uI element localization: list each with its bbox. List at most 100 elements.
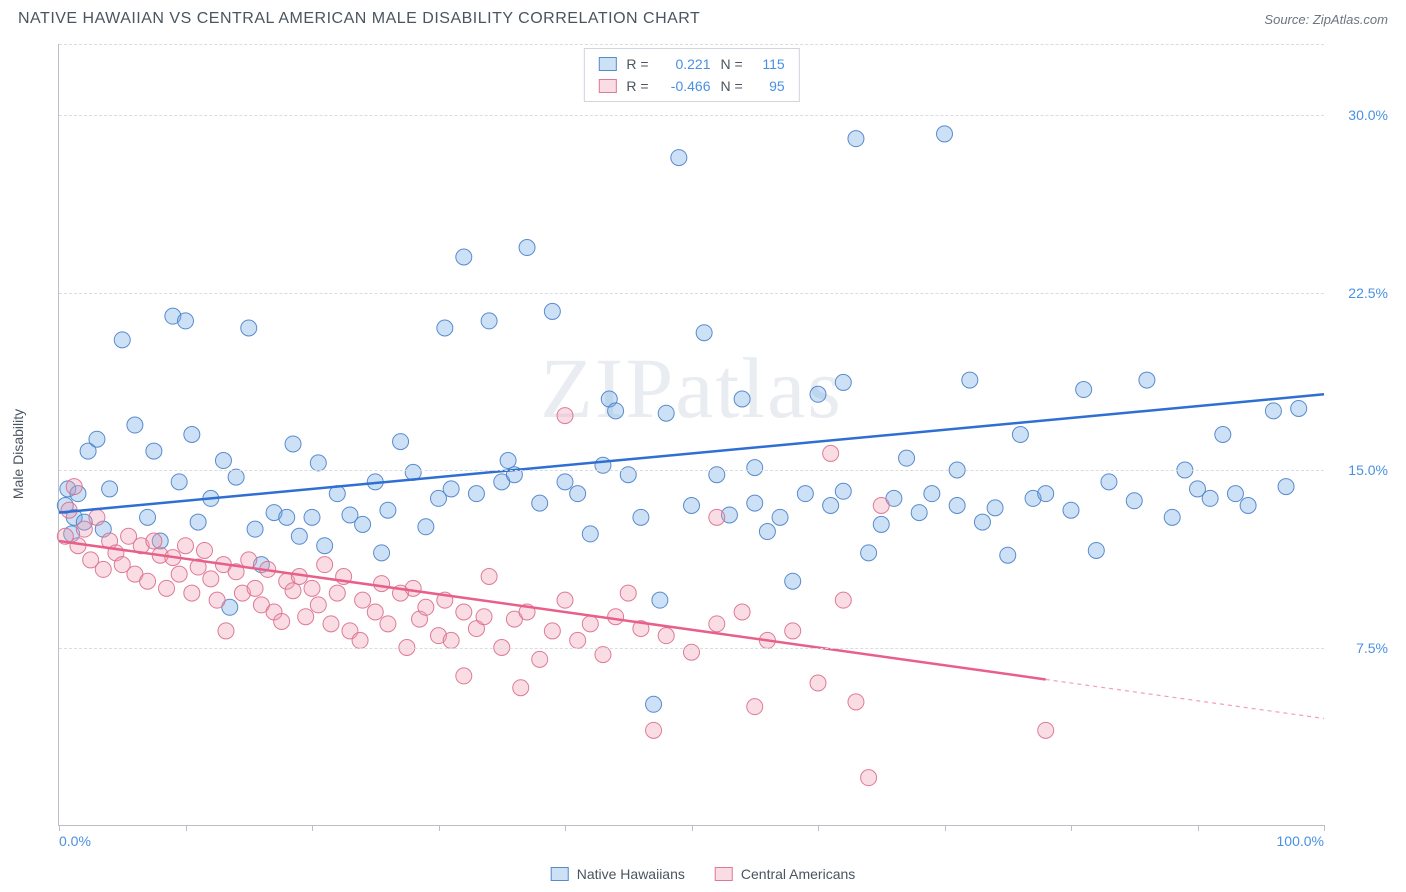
data-point <box>228 469 244 485</box>
data-point <box>797 486 813 502</box>
data-point <box>785 573 801 589</box>
data-point <box>557 474 573 490</box>
data-point <box>557 592 573 608</box>
data-point <box>1278 479 1294 495</box>
data-point <box>291 528 307 544</box>
data-point <box>1012 427 1028 443</box>
data-point <box>352 632 368 648</box>
data-point <box>1088 542 1104 558</box>
data-point <box>418 519 434 535</box>
bottom-legend: Native Hawaiians Central Americans <box>551 866 856 882</box>
data-point <box>456 668 472 684</box>
data-point <box>1038 722 1054 738</box>
data-point <box>89 431 105 447</box>
data-point <box>1227 486 1243 502</box>
scatter-svg <box>59 44 1324 825</box>
data-point <box>608 609 624 625</box>
data-point <box>95 561 111 577</box>
data-point <box>810 675 826 691</box>
regression-line <box>59 541 1046 679</box>
legend-item-native-hawaiians: Native Hawaiians <box>551 866 685 882</box>
data-point <box>70 538 86 554</box>
data-point <box>127 417 143 433</box>
data-point <box>184 427 200 443</box>
legend-swatch-central-americans <box>715 867 733 881</box>
data-point <box>532 651 548 667</box>
data-point <box>1265 403 1281 419</box>
source-name: ZipAtlas.com <box>1313 12 1388 27</box>
data-point <box>544 623 560 639</box>
gridline <box>59 293 1324 294</box>
data-point <box>861 770 877 786</box>
n-label-1: N = <box>721 78 743 94</box>
data-point <box>709 616 725 632</box>
x-tick <box>945 825 946 831</box>
x-tick <box>186 825 187 831</box>
data-point <box>443 632 459 648</box>
data-point <box>835 374 851 390</box>
data-point <box>215 453 231 469</box>
data-point <box>329 585 345 601</box>
data-point <box>190 514 206 530</box>
data-point <box>274 613 290 629</box>
x-tick <box>312 825 313 831</box>
data-point <box>203 571 219 587</box>
data-point <box>481 569 497 585</box>
data-point <box>937 126 953 142</box>
r-label-1: R = <box>626 78 648 94</box>
data-point <box>671 150 687 166</box>
x-tick <box>1324 825 1325 831</box>
data-point <box>848 694 864 710</box>
x-tick <box>565 825 566 831</box>
data-point <box>646 696 662 712</box>
data-point <box>468 486 484 502</box>
data-point <box>380 502 396 518</box>
chart-title: NATIVE HAWAIIAN VS CENTRAL AMERICAN MALE… <box>18 10 700 28</box>
data-point <box>987 500 1003 516</box>
data-point <box>140 573 156 589</box>
data-point <box>355 592 371 608</box>
data-point <box>861 545 877 561</box>
data-point <box>544 303 560 319</box>
data-point <box>1000 547 1016 563</box>
data-point <box>633 509 649 525</box>
data-point <box>140 509 156 525</box>
data-point <box>481 313 497 329</box>
data-point <box>570 486 586 502</box>
data-point <box>810 386 826 402</box>
n-value-0: 115 <box>753 56 785 72</box>
y-axis-label: Male Disability <box>10 409 26 499</box>
data-point <box>595 647 611 663</box>
data-point <box>114 332 130 348</box>
data-point <box>241 320 257 336</box>
data-point <box>443 481 459 497</box>
data-point <box>1215 427 1231 443</box>
data-point <box>1164 509 1180 525</box>
data-point <box>759 524 775 540</box>
chart-area: Male Disability ZIPatlas R = 0.221 N = 1… <box>36 44 1394 848</box>
data-point <box>241 552 257 568</box>
data-point <box>519 240 535 256</box>
data-point <box>1101 474 1117 490</box>
data-point <box>247 580 263 596</box>
data-point <box>317 538 333 554</box>
x-tick <box>692 825 693 831</box>
data-point <box>835 483 851 499</box>
data-point <box>747 460 763 476</box>
data-point <box>785 623 801 639</box>
data-point <box>1063 502 1079 518</box>
data-point <box>696 325 712 341</box>
data-point <box>437 320 453 336</box>
x-tick-label: 0.0% <box>59 833 91 849</box>
gridline <box>59 115 1324 116</box>
x-tick <box>1071 825 1072 831</box>
y-tick-label: 15.0% <box>1348 462 1388 478</box>
data-point <box>367 604 383 620</box>
data-point <box>146 443 162 459</box>
data-point <box>247 521 263 537</box>
data-point <box>456 604 472 620</box>
data-point <box>608 403 624 419</box>
data-point <box>500 453 516 469</box>
data-point <box>658 628 674 644</box>
r-value-0: 0.221 <box>659 56 711 72</box>
